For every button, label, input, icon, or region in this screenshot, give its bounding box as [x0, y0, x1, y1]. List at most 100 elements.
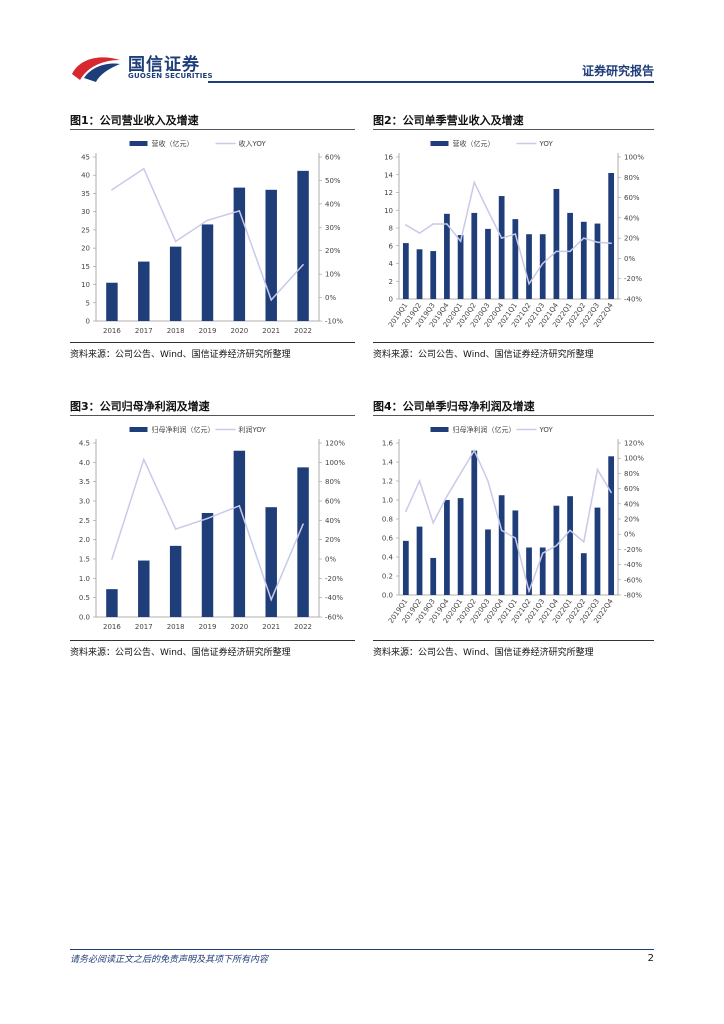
y-tick-label-left: 35	[81, 190, 90, 198]
y-tick-label-right: 80%	[624, 470, 640, 478]
y-tick-label-left: 14	[384, 171, 393, 179]
legend-line-label: YOY	[539, 426, 554, 434]
x-tick-label: 2017	[135, 327, 153, 335]
y-tick-label-right: 60%	[624, 194, 640, 202]
y-tick-label-right: 50%	[325, 177, 341, 185]
y-tick-label-left: 2	[389, 278, 393, 286]
bar	[553, 188, 560, 299]
y-tick-label-left: 10	[81, 281, 90, 289]
chart-1-top-rule	[70, 129, 355, 130]
yoy-point	[610, 491, 612, 494]
y-tick-label-left: 0.4	[382, 554, 394, 562]
chart-1-source: 资料来源：公司公告、Wind、国信证券经济研究所整理	[70, 350, 291, 360]
bar	[265, 189, 277, 321]
y-tick-label-right: -80%	[624, 592, 642, 600]
y-tick-label-left: 2.5	[79, 517, 90, 525]
yoy-point	[111, 558, 113, 560]
yoy-line	[405, 180, 612, 286]
y-tick-label-right: 40%	[624, 500, 640, 508]
x-tick-label: 2016	[103, 327, 121, 335]
bar	[233, 450, 246, 617]
chart-2-quarterly-revenue: 营收（亿元） YOY 0 2 4 6 8 10 12 14 16 -40% -20% 0% 20% 40% 60…	[384, 139, 644, 329]
bar	[297, 467, 309, 617]
y-tick-label-right: 20%	[325, 536, 341, 544]
yoy-point	[582, 541, 585, 543]
y-tick-label-left: 1.2	[382, 478, 393, 486]
legend-bar-label: 归母净利润（亿元）	[152, 425, 215, 434]
y-tick-label-left: 0.0	[382, 592, 393, 600]
y-tick-label-right: -40%	[624, 296, 642, 304]
y-tick-label-right: -20%	[325, 575, 343, 583]
y-tick-label-right: 40%	[624, 214, 640, 222]
bar	[553, 505, 560, 595]
bar	[106, 282, 118, 321]
y-tick-label-left: 6	[389, 242, 394, 250]
y-tick-label-right: 80%	[624, 174, 640, 182]
y-tick-label-left: 4.5	[79, 440, 90, 448]
bar	[201, 512, 214, 617]
yoy-point	[302, 523, 304, 525]
chart-2-bottom-rule	[373, 342, 654, 343]
bar	[567, 212, 573, 299]
chart-2-top-rule	[373, 129, 654, 130]
y-tick-label-left: 0	[86, 318, 90, 326]
y-tick-label-right: 100%	[624, 154, 644, 162]
yoy-point	[569, 250, 571, 253]
bar	[169, 246, 182, 321]
y-tick-label-right: -20%	[624, 546, 642, 554]
x-tick-label: 2021	[262, 623, 280, 631]
chart-1-revenue: 营收（亿元） 收入YOY 0 5 10 15 20 25 30 35 40 45 -10% 0% 10% 20…	[81, 139, 343, 335]
yoy-point	[514, 537, 517, 539]
y-tick-label-right: -20%	[624, 275, 642, 283]
legend-bar-label: 归母净利润（亿元）	[453, 425, 516, 434]
yoy-point	[528, 590, 530, 592]
yoy-point	[514, 233, 517, 235]
yoy-line	[405, 448, 612, 594]
chart-3-bottom-rule	[70, 640, 355, 641]
legend-bar-swatch	[129, 427, 148, 432]
y-tick-label-right: 40%	[325, 200, 341, 208]
y-tick-label-right: 30%	[325, 224, 341, 232]
yoy-point	[582, 237, 585, 239]
bar	[567, 496, 573, 595]
bar	[608, 172, 615, 299]
bar	[526, 547, 532, 595]
bar	[106, 589, 118, 617]
chart-3-title: 图3：公司归母净利润及增速	[70, 400, 210, 413]
chart-4-title: 图4：公司单季归母净利润及增速	[373, 400, 535, 413]
bar	[512, 510, 519, 595]
chart-3-top-rule	[70, 415, 355, 416]
yoy-point	[142, 167, 145, 170]
page-header: 国信证券 GUOSEN SECURITIES 证券研究报告	[0, 0, 724, 90]
y-tick-label-right: -60%	[624, 576, 642, 584]
yoy-point	[555, 250, 558, 253]
chart-2-source: 资料来源：公司公告、Wind、国信证券经济研究所整理	[373, 350, 594, 360]
y-tick-label-right: 60%	[325, 498, 341, 506]
legend-bar-label: 营收（亿元）	[453, 139, 495, 148]
yoy-point	[473, 449, 476, 452]
y-tick-label-left: 1.5	[79, 556, 90, 564]
yoy-point	[541, 552, 544, 554]
bar	[498, 495, 505, 595]
bar	[201, 224, 214, 321]
x-tick-label: 2021	[262, 327, 280, 335]
company-name-cn: 国信证券	[128, 55, 200, 75]
yoy-point	[238, 210, 241, 212]
bar	[471, 450, 478, 595]
header-divider	[208, 81, 654, 83]
x-tick-label: 2020	[230, 623, 248, 631]
yoy-point	[596, 241, 599, 243]
bar	[539, 547, 546, 595]
y-tick-label-right: 0%	[624, 531, 635, 539]
bar	[485, 228, 491, 299]
yoy-point	[487, 209, 489, 212]
footer-disclaimer: 请务必阅读正文之后的免责声明及其项下所有内容	[70, 955, 269, 965]
legend-line-label: 收入YOY	[239, 139, 267, 148]
yoy-point	[541, 262, 544, 265]
y-tick-label-right: 80%	[325, 478, 341, 486]
bar	[539, 234, 546, 299]
bar	[430, 251, 437, 299]
legend-bar-swatch	[430, 427, 449, 432]
y-tick-label-left: 3.5	[79, 478, 90, 486]
chart-3-net-profit: 归母净利润（亿元） 利润YOY 0.0 0.5 1.0 1.5 2.0 2.5 3.0 3.5 4.…	[79, 425, 346, 631]
